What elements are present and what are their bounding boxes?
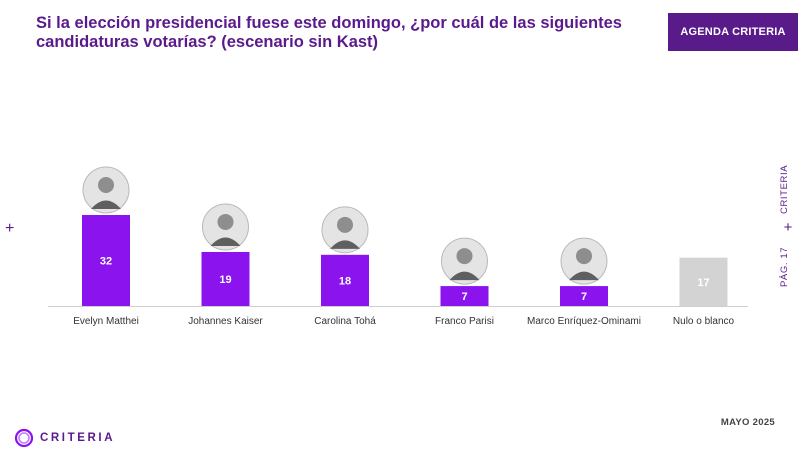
agenda-criteria-button[interactable]: AGENDA CRITERIA <box>668 13 798 51</box>
page-title: Si la elección presidencial fuese este d… <box>36 14 636 52</box>
category-label: Nulo o blanco <box>673 316 735 327</box>
data-label: 7 <box>461 291 467 303</box>
data-label: 17 <box>697 277 709 289</box>
bar <box>679 257 728 306</box>
candidate-photo <box>560 237 608 285</box>
plus-icon: + <box>5 220 15 237</box>
criteria-logo-icon <box>14 428 34 448</box>
candidate-photo <box>321 206 369 254</box>
logo-text: CRITERIA <box>40 432 116 444</box>
criteria-logo: CRITERIA <box>14 428 115 448</box>
data-label: 32 <box>100 256 112 268</box>
data-label: 7 <box>581 291 587 303</box>
candidate-photo <box>82 166 130 214</box>
data-label: 19 <box>219 274 231 286</box>
candidate-photo <box>202 203 249 251</box>
bar <box>201 251 250 306</box>
bar <box>440 286 489 306</box>
data-label: 18 <box>339 275 351 287</box>
candidate-photo <box>441 237 488 285</box>
bar <box>82 215 130 306</box>
category-label: Franco Parisi <box>435 316 494 327</box>
report-date: MAYO 2025 <box>720 417 775 428</box>
bar <box>560 286 608 306</box>
plus-icon: + <box>783 219 793 236</box>
category-label: Carolina Tohá <box>314 316 376 327</box>
title-line-2: candidaturas votarías? (escenario sin Ka… <box>36 33 379 51</box>
side-label: CRITERIA + PÁG. 17 <box>779 165 797 290</box>
category-label: Evelyn Matthei <box>73 316 139 327</box>
bar <box>321 254 369 306</box>
title-line-1: Si la elección presidencial fuese este d… <box>36 14 622 32</box>
category-label: Johannes Kaiser <box>188 316 263 327</box>
category-label: Marco Enríquez-Ominami <box>527 316 641 327</box>
